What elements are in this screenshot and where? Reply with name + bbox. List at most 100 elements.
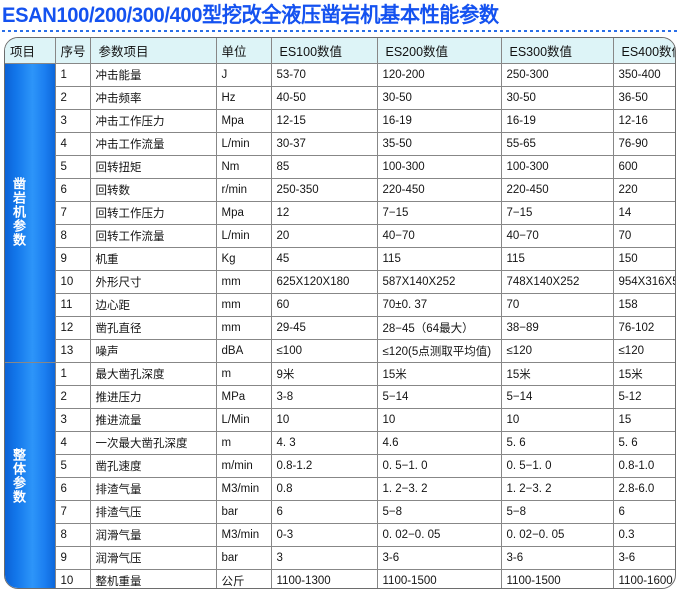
row-index: 1 [54,63,91,87]
row-index: 3 [55,109,91,133]
row-index: 5 [55,155,91,179]
value-es400: 15 [612,408,675,432]
value-es400: 70 [612,224,675,248]
unit: M3/min [215,477,272,501]
value-es300: 30-50 [500,86,614,110]
column-header-es100: ES100数值 [270,38,378,64]
column-header-group: 项目 [5,38,56,64]
unit: M3/min [215,523,272,547]
value-es100: 40-50 [270,86,378,110]
param-name: 推进压力 [89,385,217,409]
row-index: 8 [55,523,91,547]
unit: MPa [215,385,272,409]
unit: dBA [215,339,272,363]
table-row: 5 凿孔速度 m/min 0.8-1.2 0. 5−1. 0 0. 5−1. 0 0.8-1… [5,454,675,478]
param-name: 外形尺寸 [89,270,217,294]
title-block: ESAN100/200/300/400型挖改全液压凿岩机基本性能参数 [0,0,680,32]
row-index: 3 [55,408,91,432]
value-es300: 100-300 [500,155,614,179]
value-es300: ≤120 [500,339,614,363]
param-name: 推进流量 [89,408,217,432]
param-name: 凿孔直径 [89,316,217,340]
row-index: 10 [55,569,91,588]
unit: Mpa [215,201,272,225]
row-index: 4 [55,431,91,455]
value-es300: 7−15 [500,201,614,225]
param-name: 边心距 [89,293,217,317]
row-index: 5 [55,454,91,478]
value-es200: 587X140X252 [376,270,502,294]
value-es300: 38−89 [500,316,614,340]
value-es200: ≤120(5点测取平均值) [376,339,502,363]
value-es200: 40−70 [376,224,502,248]
value-es400: 220 [612,178,675,202]
unit: L/min [215,132,272,156]
unit: m [215,362,272,386]
param-name: 排渣气压 [89,500,217,524]
value-es200: 0. 5−1. 0 [376,454,502,478]
value-es300: 3-6 [500,546,614,570]
param-name: 回转扭矩 [89,155,217,179]
value-es100: 9米 [270,362,378,386]
row-index: 7 [55,500,91,524]
value-es400: 14 [612,201,675,225]
table-row: 10 整机重量 公斤 1100-1300 1100-1500 1100-1500 1100-… [5,569,675,588]
value-es100: 53-70 [270,63,378,87]
unit: bar [215,500,272,524]
table-row: 2 冲击频率 Hz 40-50 30-50 30-50 36-50 [5,86,675,110]
value-es400: 36-50 [612,86,675,110]
value-es200: 115 [376,247,502,271]
value-es200: 35-50 [376,132,502,156]
table-row: 4 一次最大凿孔深度 m 4. 3 4.6 5. 6 5. 6 [5,431,675,455]
value-es300: 40−70 [500,224,614,248]
unit: L/Min [215,408,272,432]
value-es400: 954X316X528 [612,270,675,294]
value-es300: 10 [500,408,614,432]
row-index: 12 [55,316,91,340]
value-es100: 0.8 [270,477,378,501]
param-name: 冲击能量 [89,63,217,87]
value-es200: 10 [376,408,502,432]
param-name: 回转工作压力 [89,201,217,225]
value-es100: ≤100 [270,339,378,363]
value-es400: 3-6 [612,546,675,570]
value-es400: 6 [612,500,675,524]
value-es100: 6 [270,500,378,524]
value-es200: 120-200 [376,63,502,87]
value-es300: 0. 5−1. 0 [500,454,614,478]
value-es400: 1100-1600 [612,569,675,588]
value-es200: 220-450 [376,178,502,202]
header-row: 项目 序号 参数项目 单位 ES100数值 ES200数值 ES300数值 ES… [5,38,675,64]
value-es100: 250-350 [270,178,378,202]
value-es100: 0-3 [270,523,378,547]
value-es400: 76-102 [612,316,675,340]
param-name: 噪声 [89,339,217,363]
column-header-param: 参数项目 [89,38,217,64]
value-es400: ≤120 [612,339,675,363]
value-es200: 1100-1500 [376,569,502,588]
value-es400: 2.8-6.0 [612,477,675,501]
param-name: 回转数 [89,178,217,202]
table-row: 10 外形尺寸 mm 625X120X180 587X140X252 748X140X25… [5,270,675,294]
value-es400: 76-90 [612,132,675,156]
param-name: 整机重量 [89,569,217,588]
value-es400: 350-400 [612,63,675,87]
table-row: 8 润滑气量 M3/min 0-3 0. 02−0. 05 0. 02−0. 05 0.3 [5,523,675,547]
param-name: 凿孔速度 [89,454,217,478]
value-es100: 60 [270,293,378,317]
row-index: 13 [55,339,91,363]
value-es200: 28−45（64最大） [376,316,502,340]
value-es200: 7−15 [376,201,502,225]
value-es100: 3-8 [270,385,378,409]
value-es300: 5. 6 [500,431,614,455]
value-es300: 5−8 [500,500,614,524]
param-name: 润滑气压 [89,546,217,570]
page-title: ESAN100/200/300/400型挖改全液压凿岩机基本性能参数 [2,4,499,27]
value-es200: 70±0. 37 [376,293,502,317]
table-row: 4 冲击工作流量 L/min 30-37 35-50 55-65 76-90 [5,132,675,156]
value-es200: 4.6 [376,431,502,455]
value-es300: 220-450 [500,178,614,202]
value-es200: 3-6 [376,546,502,570]
column-header-unit: 单位 [215,38,272,64]
value-es100: 12-15 [270,109,378,133]
